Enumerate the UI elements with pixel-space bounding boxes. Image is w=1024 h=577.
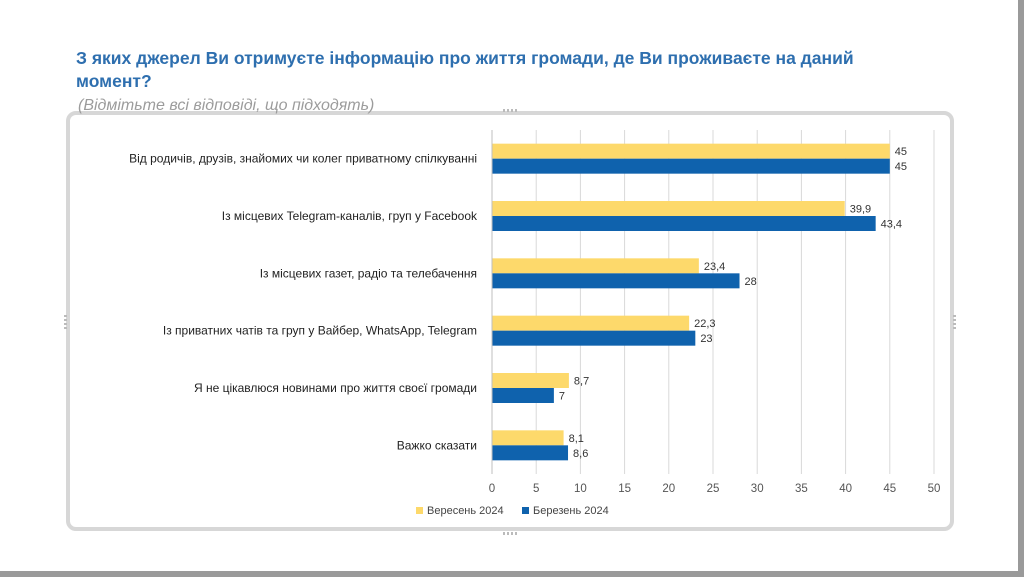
x-tick-label: 0 — [489, 483, 495, 495]
data-label: 8,1 — [569, 433, 584, 445]
bar — [492, 216, 876, 231]
x-tick-label: 45 — [883, 483, 896, 495]
resize-handle-top[interactable] — [503, 109, 517, 112]
data-label: 45 — [895, 146, 907, 158]
x-tick-label: 10 — [574, 483, 587, 495]
bar — [492, 430, 564, 446]
x-tick-label: 40 — [839, 483, 852, 495]
bar — [492, 388, 554, 403]
x-tick-label: 50 — [928, 483, 941, 495]
bar — [492, 258, 699, 274]
data-label: 23,4 — [704, 261, 725, 273]
x-tick-label: 25 — [707, 483, 720, 495]
legend-label: Вересень 2024 — [427, 505, 504, 517]
bar — [492, 201, 845, 216]
x-tick-label: 20 — [662, 483, 675, 495]
data-label: 7 — [559, 391, 565, 403]
x-tick-label: 5 — [533, 483, 539, 495]
category-label: Я не цікавлюся новинами про життя своєї … — [194, 381, 477, 395]
resize-handle-bottom[interactable] — [503, 532, 517, 535]
bar — [492, 143, 890, 159]
data-label: 28 — [745, 276, 757, 288]
data-label: 8,6 — [573, 448, 588, 460]
category-label: Від родичів, друзів, знайомих чи колег п… — [129, 152, 477, 166]
bar — [492, 445, 569, 461]
bar — [492, 273, 740, 289]
data-label: 8,7 — [574, 376, 589, 388]
x-tick-label: 15 — [618, 483, 631, 495]
category-label: Із приватних чатів та груп у Вайбер, Wha… — [163, 324, 477, 338]
legend-swatch — [522, 507, 529, 514]
data-label: 39,9 — [850, 204, 871, 216]
bar — [492, 315, 690, 331]
bar — [492, 373, 569, 388]
data-label: 43,4 — [881, 219, 902, 231]
page-title: З яких джерел Ви отримуєте інформацію пр… — [76, 48, 854, 91]
data-label: 22,3 — [694, 318, 715, 330]
bar — [492, 158, 890, 174]
resize-handle-left[interactable] — [64, 315, 67, 329]
slide-border-bottom — [0, 571, 1024, 577]
legend-swatch — [416, 507, 423, 514]
x-tick-label: 30 — [751, 483, 764, 495]
category-label: Важко сказати — [397, 438, 477, 452]
page-subtitle: (Відмітьте всі відповіді, що підходять) — [78, 97, 375, 114]
slide-border-right — [1018, 0, 1024, 577]
resize-handle-right[interactable] — [953, 315, 956, 329]
bar — [492, 330, 696, 346]
data-label: 23 — [700, 333, 712, 345]
data-label: 45 — [895, 161, 907, 173]
x-tick-label: 35 — [795, 483, 808, 495]
legend-label: Березень 2024 — [533, 505, 609, 517]
category-label: Із місцевих газет, радіо та телебачення — [260, 266, 477, 280]
category-label: Із місцевих Telegram-каналів, груп у Fac… — [222, 209, 478, 223]
